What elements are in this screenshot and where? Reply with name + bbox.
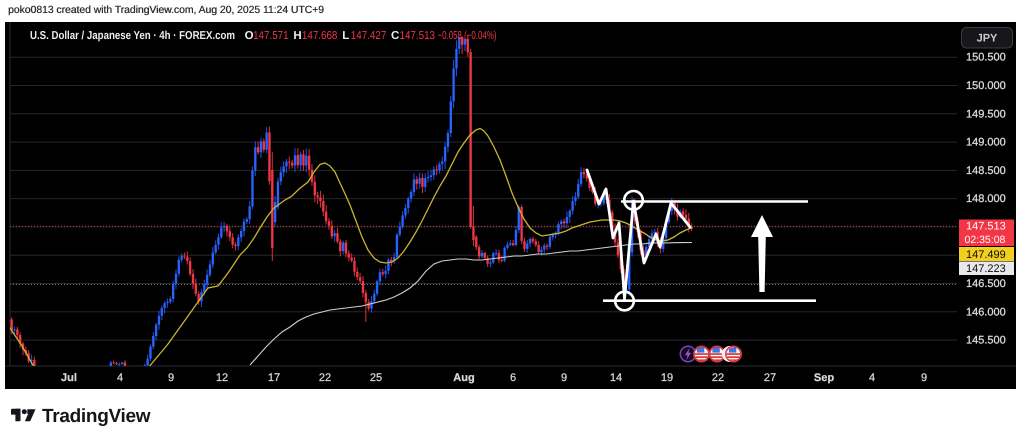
svg-text:146.000: 146.000: [966, 306, 1006, 318]
svg-text:22: 22: [712, 372, 724, 384]
svg-text:−0.058 (−0.04%): −0.058 (−0.04%): [438, 30, 497, 42]
svg-text:JPY: JPY: [977, 33, 998, 45]
svg-text:9: 9: [168, 372, 174, 384]
svg-text:147.571: 147.571: [253, 30, 289, 42]
svg-text:22: 22: [319, 372, 331, 384]
svg-text:L: L: [342, 30, 349, 42]
svg-text:148.500: 148.500: [966, 165, 1006, 177]
svg-text:147.499: 147.499: [966, 249, 1006, 261]
svg-text:147.513: 147.513: [966, 221, 1006, 233]
svg-text:6: 6: [510, 372, 516, 384]
svg-text:4: 4: [117, 372, 123, 384]
svg-text:149.000: 149.000: [966, 137, 1006, 149]
svg-text:17: 17: [268, 372, 280, 384]
svg-text:145.500: 145.500: [966, 335, 1006, 347]
svg-text:25: 25: [370, 372, 382, 384]
svg-text:147.223: 147.223: [966, 263, 1006, 275]
svg-text:148.000: 148.000: [966, 193, 1006, 205]
svg-text:12: 12: [216, 372, 228, 384]
svg-text:149.500: 149.500: [966, 108, 1006, 120]
svg-text:Jul: Jul: [61, 372, 77, 384]
svg-text:147.668: 147.668: [302, 30, 338, 42]
svg-text:9: 9: [921, 372, 927, 384]
svg-text:14: 14: [610, 372, 622, 384]
svg-text:147.427: 147.427: [351, 30, 387, 42]
svg-text:147.513: 147.513: [400, 30, 436, 42]
svg-text:C: C: [391, 30, 399, 42]
svg-text:150.500: 150.500: [966, 52, 1006, 64]
svg-text:TradingView: TradingView: [42, 406, 151, 427]
svg-text:27: 27: [764, 372, 776, 384]
svg-text:9: 9: [561, 372, 567, 384]
svg-text:U.S. Dollar / Japanese Yen · 4: U.S. Dollar / Japanese Yen · 4h · FOREX.…: [30, 30, 235, 42]
svg-text:19: 19: [661, 372, 673, 384]
svg-text:O: O: [245, 30, 254, 42]
svg-text:02:35:08: 02:35:08: [965, 234, 1006, 246]
svg-text:4: 4: [869, 372, 875, 384]
svg-text:146.500: 146.500: [966, 278, 1006, 290]
svg-text:Sep: Sep: [814, 372, 834, 384]
svg-text:Aug: Aug: [453, 372, 474, 384]
svg-text:H: H: [293, 30, 301, 42]
svg-text:150.000: 150.000: [966, 80, 1006, 92]
